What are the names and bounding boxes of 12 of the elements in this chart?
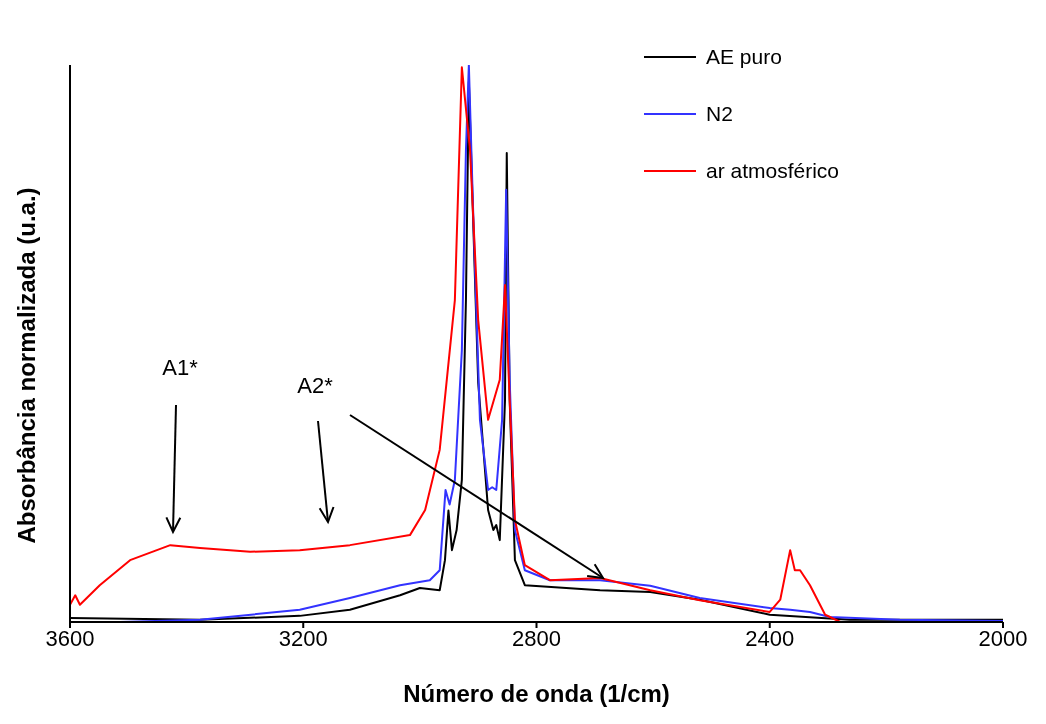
x-tick-label: 2800 <box>512 625 561 651</box>
annotation: A1* <box>162 355 199 380</box>
legend-label: AE puro <box>706 44 782 69</box>
legend-label: N2 <box>706 101 733 126</box>
x-tick-label: 2400 <box>745 625 795 651</box>
annotation: A2* <box>297 373 334 398</box>
legend-label: ar atmosférico <box>706 158 840 183</box>
x-axis-title: Número de onda (1/cm) <box>403 680 670 707</box>
y-axis-title: Absorbância normalizada (u.a.) <box>12 187 40 544</box>
x-tick-label: 3600 <box>45 625 95 651</box>
x-tick-label: 2000 <box>978 625 1028 651</box>
x-tick-label: 3200 <box>278 625 328 651</box>
